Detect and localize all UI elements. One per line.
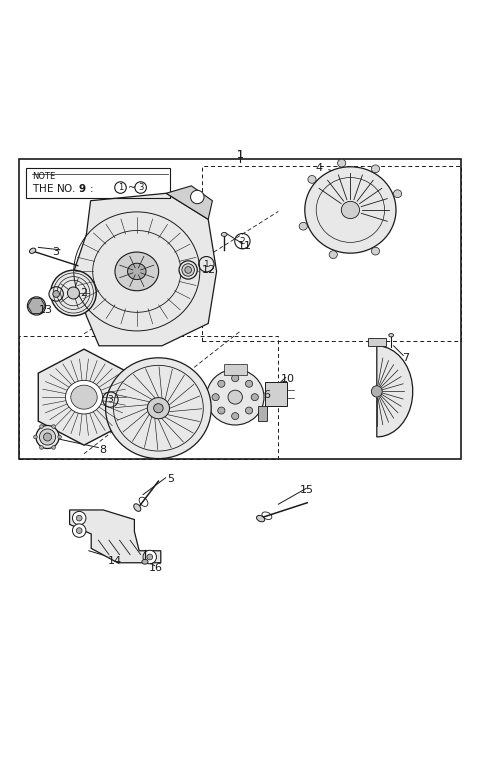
Ellipse shape	[182, 264, 194, 276]
Ellipse shape	[39, 429, 56, 445]
Circle shape	[191, 191, 204, 204]
Bar	[258, 406, 267, 421]
Bar	[19, 336, 278, 458]
Ellipse shape	[231, 412, 239, 419]
Text: 6: 6	[263, 390, 270, 400]
Circle shape	[143, 550, 156, 564]
Text: 2: 2	[81, 288, 87, 298]
Text: 4: 4	[316, 163, 323, 173]
Text: 16: 16	[149, 562, 163, 573]
Text: 1: 1	[237, 149, 243, 159]
Polygon shape	[74, 193, 216, 345]
Text: 1: 1	[204, 260, 209, 268]
Ellipse shape	[67, 287, 79, 299]
Ellipse shape	[65, 380, 103, 414]
Ellipse shape	[245, 407, 252, 414]
Ellipse shape	[299, 223, 307, 230]
Polygon shape	[70, 510, 161, 562]
Text: 3: 3	[108, 395, 113, 404]
Text: 10: 10	[281, 374, 295, 384]
Polygon shape	[166, 186, 212, 219]
Ellipse shape	[71, 385, 97, 409]
Circle shape	[72, 524, 86, 538]
Ellipse shape	[179, 261, 197, 279]
Circle shape	[147, 554, 153, 560]
Circle shape	[40, 425, 43, 429]
Ellipse shape	[27, 297, 46, 315]
Text: THE NO. $\bf{9}$ :: THE NO. $\bf{9}$ :	[32, 181, 94, 194]
Ellipse shape	[389, 334, 394, 337]
Ellipse shape	[36, 426, 59, 449]
Ellipse shape	[206, 370, 264, 425]
Ellipse shape	[231, 375, 239, 382]
Text: NOTE: NOTE	[32, 172, 55, 180]
Text: 11: 11	[238, 241, 252, 251]
Bar	[19, 159, 461, 458]
Ellipse shape	[51, 270, 96, 316]
Ellipse shape	[212, 394, 219, 401]
Ellipse shape	[372, 165, 380, 173]
Ellipse shape	[128, 263, 146, 279]
Ellipse shape	[147, 398, 169, 419]
Bar	[265, 382, 287, 406]
Ellipse shape	[134, 504, 141, 511]
Ellipse shape	[218, 380, 225, 387]
Bar	[224, 364, 247, 375]
Circle shape	[40, 446, 43, 450]
Ellipse shape	[218, 407, 225, 414]
Ellipse shape	[337, 159, 346, 167]
Ellipse shape	[53, 291, 60, 297]
Circle shape	[72, 511, 86, 525]
Bar	[202, 166, 461, 341]
Ellipse shape	[115, 252, 158, 291]
Ellipse shape	[142, 559, 148, 564]
Circle shape	[52, 425, 55, 429]
Ellipse shape	[305, 166, 396, 253]
Polygon shape	[28, 299, 45, 314]
Text: 13: 13	[38, 305, 53, 315]
Text: 7: 7	[402, 352, 409, 363]
Polygon shape	[377, 345, 413, 437]
Ellipse shape	[245, 380, 252, 387]
Ellipse shape	[394, 190, 402, 198]
Ellipse shape	[372, 247, 380, 255]
Text: 3: 3	[138, 183, 144, 192]
Text: 1: 1	[237, 149, 243, 159]
Text: 8: 8	[100, 445, 107, 455]
Ellipse shape	[154, 404, 163, 413]
Text: 5: 5	[167, 475, 174, 484]
Ellipse shape	[185, 267, 192, 273]
Circle shape	[58, 435, 61, 439]
Ellipse shape	[341, 202, 360, 219]
Circle shape	[76, 527, 82, 534]
Ellipse shape	[221, 233, 227, 237]
Ellipse shape	[44, 433, 51, 441]
Ellipse shape	[256, 515, 265, 522]
Ellipse shape	[251, 394, 258, 401]
Bar	[26, 168, 170, 198]
Bar	[368, 338, 386, 345]
Ellipse shape	[329, 251, 337, 258]
Text: 2: 2	[240, 237, 245, 246]
Text: ~: ~	[128, 183, 136, 192]
Ellipse shape	[49, 287, 63, 301]
Text: 14: 14	[108, 555, 122, 566]
Text: 1: 1	[118, 183, 123, 192]
Text: 3: 3	[52, 247, 59, 258]
Ellipse shape	[228, 391, 242, 404]
Ellipse shape	[308, 176, 316, 184]
Polygon shape	[38, 349, 130, 445]
Text: 12: 12	[202, 265, 216, 275]
Ellipse shape	[372, 386, 382, 397]
Ellipse shape	[29, 248, 36, 254]
Text: 15: 15	[300, 485, 314, 495]
Ellipse shape	[106, 358, 211, 458]
Circle shape	[76, 515, 82, 521]
Circle shape	[34, 435, 37, 439]
Circle shape	[52, 446, 55, 450]
